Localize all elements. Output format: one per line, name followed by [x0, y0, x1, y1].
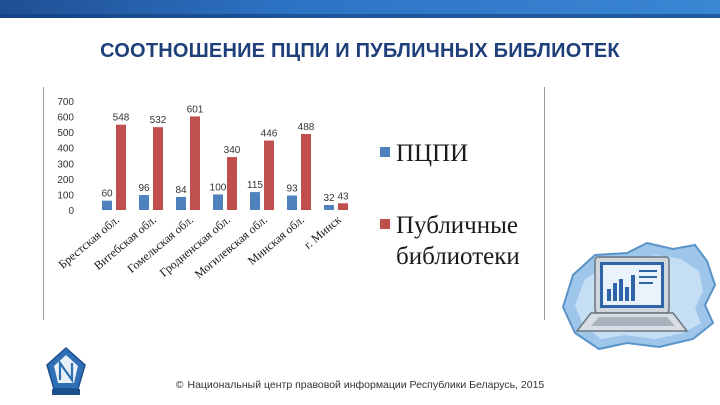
top-banner-accent [0, 14, 720, 18]
data-label: 115 [247, 180, 263, 191]
legend-label-series1: ПЦПИ [396, 140, 469, 167]
ncpi-logo-icon [46, 346, 86, 395]
y-tick-label: 200 [57, 175, 74, 186]
bar-series1 [102, 200, 112, 210]
data-label: 548 [113, 113, 130, 124]
data-label: 340 [224, 145, 241, 156]
laptop-on-map-icon [561, 241, 717, 351]
data-label: 100 [210, 182, 227, 193]
bar-series1 [176, 196, 186, 210]
bar-series1 [324, 205, 334, 210]
bar-series2 [227, 157, 237, 210]
copyright-symbol: © [175, 379, 184, 391]
data-label: 446 [261, 129, 278, 140]
bar-series1 [139, 195, 149, 210]
legend-item-series2: Публичные библиотеки [380, 210, 520, 272]
data-label: 84 [175, 185, 187, 196]
y-tick-label: 500 [57, 128, 74, 139]
footer-text: Национальный центр правовой информации Р… [187, 379, 545, 391]
bar-series1 [287, 195, 297, 210]
data-label: 93 [286, 184, 298, 195]
data-label: 43 [337, 191, 349, 202]
y-tick-label: 400 [57, 144, 74, 155]
bar-series2 [338, 203, 348, 210]
y-tick-label: 0 [68, 206, 74, 217]
bar-series2 [264, 140, 274, 210]
y-tick-label: 300 [57, 159, 74, 170]
y-tick-label: 700 [57, 97, 74, 108]
bar-series2 [153, 127, 163, 210]
legend-label-series2-line1: Публичные [396, 212, 519, 239]
top-banner [0, 0, 720, 18]
data-label: 488 [298, 122, 315, 133]
bar-series2 [116, 124, 126, 210]
data-label: 601 [187, 104, 204, 115]
legend-swatch-series2 [380, 219, 390, 229]
data-label: 532 [150, 115, 167, 126]
x-tick-label: г. Минск [301, 212, 344, 251]
page-title: СООТНОШЕНИЕ ПЦПИ И ПУБЛИЧНЫХ БИБЛИОТЕК [100, 40, 620, 62]
bar-series1 [213, 194, 223, 210]
chart-frame: 700 600 500 400 300 200 100 0 60 548 Брестская обл… [43, 87, 545, 320]
bar-series2 [190, 116, 200, 210]
bar-series2 [301, 134, 311, 210]
data-label: 60 [101, 189, 113, 200]
bar-series1 [250, 192, 260, 210]
legend-item-series1: ПЦПИ [380, 138, 468, 169]
footer: © Национальный центр правовой информации … [0, 379, 720, 391]
data-label: 32 [323, 193, 335, 204]
legend-swatch-series1 [380, 147, 390, 157]
legend-label-series2-line2: библиотеки [396, 243, 520, 270]
data-label: 96 [138, 183, 150, 194]
y-tick-label: 600 [57, 113, 74, 124]
y-tick-label: 100 [57, 190, 74, 201]
